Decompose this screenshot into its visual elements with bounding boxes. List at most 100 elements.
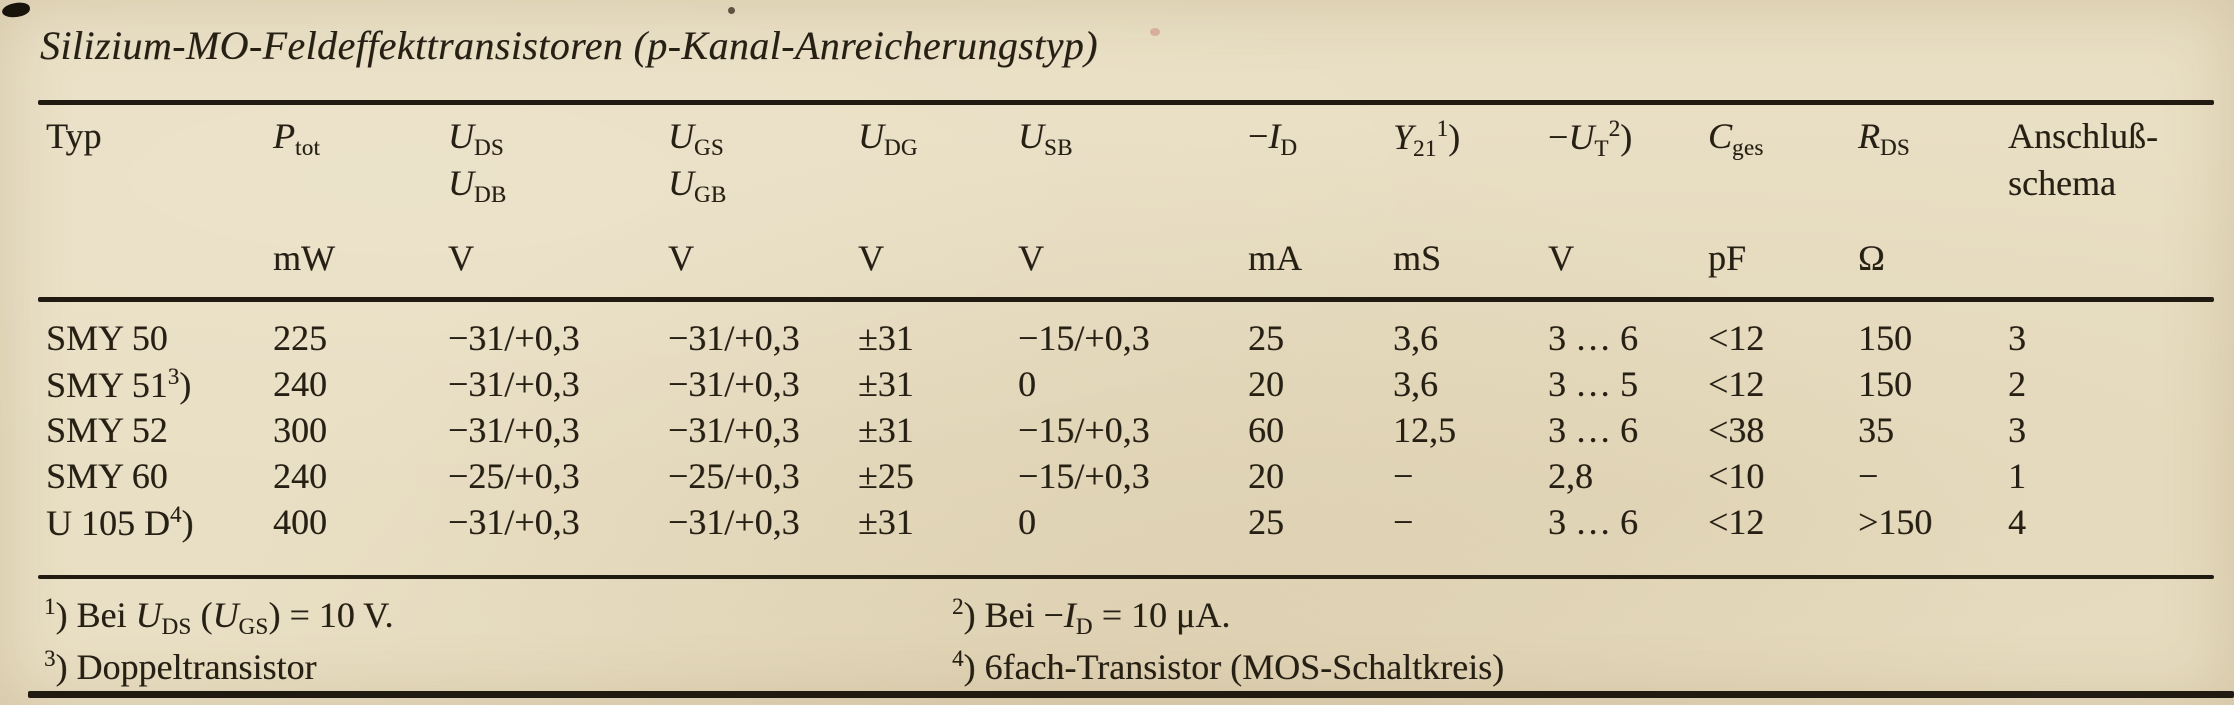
- col-header-anschluss: Anschluß-: [2000, 116, 2228, 162]
- cell-y21: −: [1393, 456, 1414, 496]
- type-name: U 105 D: [46, 503, 170, 543]
- symbol-sub: GS: [238, 614, 269, 639]
- cell-ugs: −31/+0,3: [668, 318, 800, 358]
- table-top-rule: [38, 100, 2214, 105]
- symbol-main: U: [135, 595, 162, 635]
- footnote-marker: 1: [44, 594, 56, 619]
- type-name: SMY 51: [46, 365, 168, 405]
- cell-y21: 3,6: [1393, 318, 1438, 358]
- cell-udg: ±25: [858, 456, 914, 496]
- spacer-cell: [1540, 163, 1700, 208]
- cell-cges: <12: [1708, 318, 1765, 358]
- symbol-main: U: [448, 116, 474, 156]
- table-row: SMY 60 240 −25/+0,3 −25/+0,3 ±25 −15/+0,…: [38, 456, 2228, 497]
- footnote-text: ) Doppeltransistor: [55, 647, 317, 687]
- table-units-row: mW V V V V mA mS V pF Ω: [38, 238, 2228, 279]
- cell-usb: −15/+0,3: [1018, 318, 1150, 358]
- unit-cges: pF: [1708, 238, 1747, 278]
- cell-ptot: 225: [273, 318, 327, 358]
- cell-schema: 1: [2008, 456, 2026, 496]
- col-header-uds: UDS: [440, 116, 660, 162]
- cell-schema: 3: [2008, 318, 2026, 358]
- col-header-rds: RDS: [1850, 116, 2000, 162]
- cell-uds: −31/+0,3: [448, 410, 580, 450]
- symbol-sub: 21: [1413, 136, 1437, 161]
- table-row: SMY 513) 240 −31/+0,3 −31/+0,3 ±31 0 20 …: [38, 364, 2228, 406]
- symbol-sub: DG: [884, 135, 918, 160]
- cell-ut: 2,8: [1548, 456, 1593, 496]
- footnote-paren: ): [1620, 117, 1633, 157]
- spacer-cell: [1850, 163, 2000, 208]
- scan-artifact-pink: [1150, 28, 1160, 36]
- cell-uds: −31/+0,3: [448, 318, 580, 358]
- page-bottom-rule: [28, 691, 2234, 698]
- cell-ut: 3 … 6: [1548, 318, 1638, 358]
- unit-id: mA: [1248, 238, 1302, 278]
- symbol-sub: SB: [1044, 135, 1073, 160]
- table-header-row-1: Typ Ptot UDS UGS UDG USB −ID Y211) −UT2)…: [38, 116, 2228, 162]
- footnote-text: ) = 10 V.: [268, 595, 394, 635]
- cell-cges: <38: [1708, 410, 1765, 450]
- cell-ugs: −31/+0,3: [668, 502, 800, 542]
- unit-udg: V: [858, 238, 884, 278]
- footnote-marker: 1: [1436, 116, 1449, 141]
- unit-ugs: V: [668, 238, 694, 278]
- spacer-cell: [1240, 163, 1385, 208]
- cell-ut: 3 … 5: [1548, 364, 1638, 404]
- scan-artifact-dot: [728, 7, 735, 14]
- cell-uds: −25/+0,3: [448, 456, 580, 496]
- cell-cges: <10: [1708, 456, 1765, 496]
- symbol-sub: T: [1594, 136, 1609, 161]
- footnote-marker: 3: [167, 364, 180, 389]
- cell-id: 60: [1248, 410, 1284, 450]
- spacer-cell: [265, 163, 440, 208]
- footnote-3: 3) Doppeltransistor: [44, 646, 316, 688]
- col-header-udb: UDB: [440, 163, 660, 208]
- symbol-main: U: [212, 595, 239, 635]
- footnote-text: ) 6fach-Transistor (MOS-Schaltkreis): [963, 647, 1505, 687]
- col-header-id: −ID: [1240, 116, 1385, 162]
- cell-ut: 3 … 6: [1548, 502, 1638, 542]
- spacer-cell: [850, 163, 1010, 208]
- symbol-main: U: [448, 163, 474, 203]
- symbol-sub: DS: [474, 135, 505, 160]
- symbol-main: Y: [1393, 117, 1414, 157]
- spacer-cell: [2000, 238, 2228, 279]
- cell-ptot: 240: [273, 364, 327, 404]
- col-header-ptot: Ptot: [265, 116, 440, 162]
- cell-rds: 150: [1858, 318, 1912, 358]
- unit-uds: V: [448, 238, 474, 278]
- cell-usb: 0: [1018, 502, 1036, 542]
- cell-cges: <12: [1708, 364, 1765, 404]
- col-header-ugs: UGS: [660, 116, 850, 162]
- unit-ptot: mW: [273, 238, 335, 278]
- cell-udg: ±31: [858, 410, 914, 450]
- col-header-usb: USB: [1010, 116, 1240, 162]
- footnote-text: ) Bei: [55, 595, 136, 635]
- footnote-marker: 2: [1608, 116, 1621, 141]
- cell-uds: −31/+0,3: [448, 364, 580, 404]
- cell-ugs: −25/+0,3: [668, 456, 800, 496]
- cell-rds: >150: [1858, 502, 1933, 542]
- cell-udg: ±31: [858, 318, 914, 358]
- cell-usb: 0: [1018, 364, 1036, 404]
- cell-ptot: 300: [273, 410, 327, 450]
- cell-uds: −31/+0,3: [448, 502, 580, 542]
- cell-usb: −15/+0,3: [1018, 456, 1150, 496]
- unit-rds: Ω: [1858, 238, 1885, 278]
- cell-typ: U 105 D4): [38, 502, 265, 544]
- cell-schema: 2: [2008, 364, 2026, 404]
- unit-y21: mS: [1393, 238, 1442, 278]
- symbol-sub: DS: [1880, 135, 1911, 160]
- spacer-cell: [1385, 163, 1540, 208]
- cell-ugs: −31/+0,3: [668, 364, 800, 404]
- cell-y21: −: [1393, 502, 1414, 542]
- col-header-typ: Typ: [38, 116, 265, 162]
- cell-rds: −: [1858, 456, 1879, 496]
- cell-id: 20: [1248, 456, 1284, 496]
- cell-udg: ±31: [858, 502, 914, 542]
- cell-cges: <12: [1708, 502, 1765, 542]
- footnote-paren: ): [181, 503, 194, 543]
- table-row: U 105 D4) 400 −31/+0,3 −31/+0,3 ±31 0 25…: [38, 502, 2228, 544]
